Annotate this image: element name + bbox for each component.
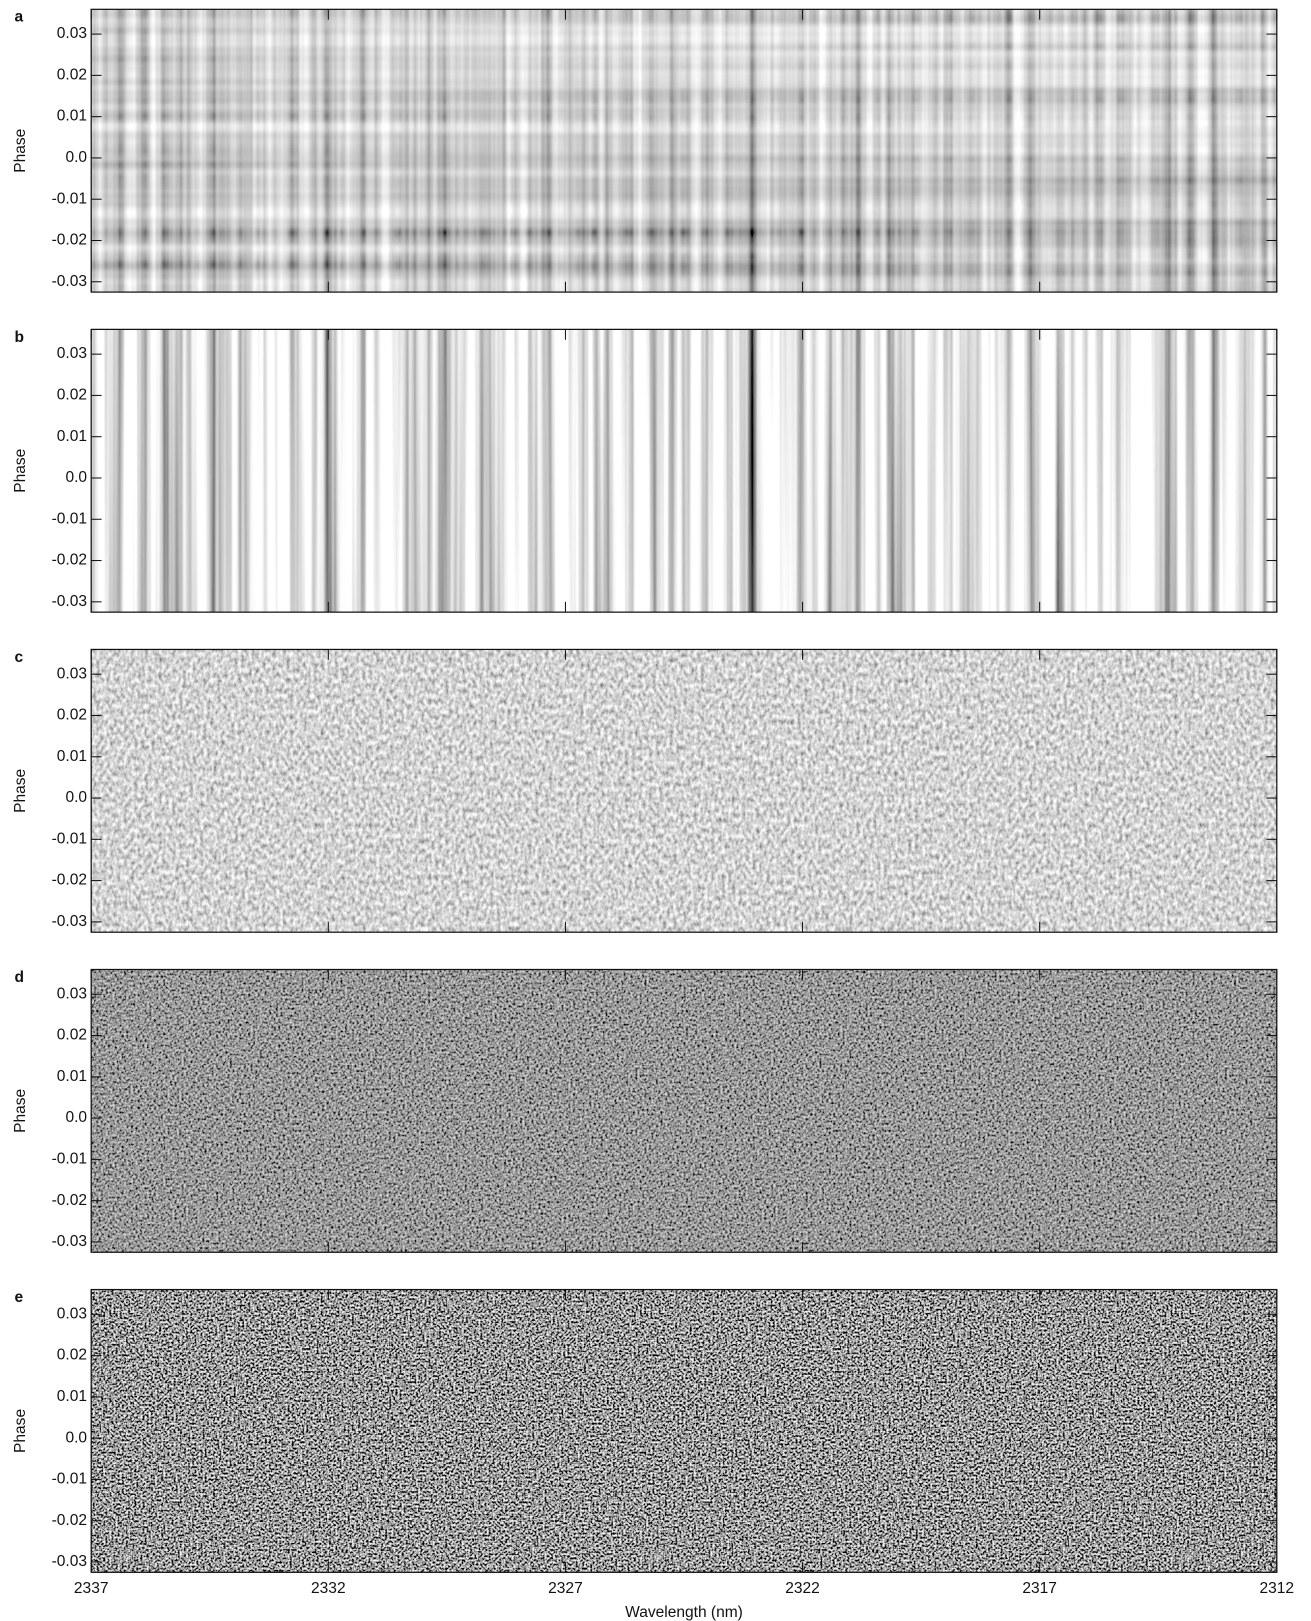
panel-frame [90, 1288, 1278, 1573]
spectrum-image [91, 649, 1277, 933]
y-tick-label: 0.01 [57, 1068, 87, 1085]
y-tick-label: 0.02 [57, 66, 87, 83]
x-tick-label: 2337 [74, 1580, 109, 1597]
y-axis-label: Phase [12, 1089, 29, 1133]
y-tick-label: 0.02 [57, 707, 87, 724]
y-tick-label: 0.03 [57, 25, 87, 42]
panel-label: a [15, 9, 24, 26]
y-tick-label: 0.0 [65, 1109, 87, 1126]
panel-frame [90, 328, 1278, 613]
y-tick-label: 0.01 [57, 428, 87, 445]
y-tick-label: 0.02 [57, 1027, 87, 1044]
spectrum-image [91, 969, 1277, 1253]
y-axis-label: Phase [12, 449, 29, 493]
y-tick-label: 0.03 [57, 985, 87, 1002]
y-tick-label: 0.0 [65, 149, 87, 166]
x-tick-label: 2327 [548, 1580, 583, 1597]
y-tick-label: -0.02 [52, 872, 87, 889]
y-tick-label: -0.02 [52, 232, 87, 249]
y-tick-label: 0.01 [57, 748, 87, 765]
x-tick-label: 2317 [1022, 1580, 1057, 1597]
y-axis-label: Phase [12, 129, 29, 173]
y-tick-label: 0.0 [65, 789, 87, 806]
y-tick-label: -0.02 [52, 1192, 87, 1209]
panel-label: c [15, 649, 24, 666]
panel-frame [90, 8, 1278, 293]
y-axis-label: Phase [12, 769, 29, 813]
spectrum-image [91, 1289, 1277, 1573]
panel-label: b [15, 329, 25, 346]
x-tick-label: 2332 [311, 1580, 346, 1597]
panel-label: e [15, 1289, 24, 1306]
x-axis-label: Wavelength (nm) [625, 1604, 743, 1621]
spectrum-image [91, 9, 1277, 293]
y-tick-label: -0.02 [52, 1512, 87, 1529]
y-tick-label: -0.03 [52, 593, 87, 610]
y-tick-label: 0.03 [57, 665, 87, 682]
y-tick-label: -0.01 [52, 830, 87, 847]
y-tick-label: 0.0 [65, 469, 87, 486]
y-tick-label: 0.03 [57, 1305, 87, 1322]
y-tick-label: -0.02 [52, 552, 87, 569]
y-tick-label: -0.03 [52, 1553, 87, 1570]
y-tick-label: -0.01 [52, 190, 87, 207]
y-tick-label: -0.03 [52, 273, 87, 290]
x-tick-label: 2312 [1260, 1580, 1295, 1597]
y-tick-label: -0.03 [52, 913, 87, 930]
panel-frame [90, 968, 1278, 1253]
y-axis-label: Phase [12, 1409, 29, 1453]
y-tick-label: 0.01 [57, 108, 87, 125]
y-tick-label: 0.02 [57, 387, 87, 404]
panel-label: d [15, 969, 25, 986]
y-tick-label: 0.02 [57, 1347, 87, 1364]
panel-frame [90, 648, 1278, 933]
x-tick-label: 2322 [785, 1580, 820, 1597]
y-tick-label: -0.01 [52, 510, 87, 527]
spectrum-image [91, 329, 1277, 613]
y-tick-label: 0.0 [65, 1429, 87, 1446]
y-tick-label: -0.01 [52, 1150, 87, 1167]
y-tick-label: 0.03 [57, 345, 87, 362]
y-tick-label: 0.01 [57, 1388, 87, 1405]
y-tick-label: -0.03 [52, 1233, 87, 1250]
y-tick-label: -0.01 [52, 1471, 87, 1488]
